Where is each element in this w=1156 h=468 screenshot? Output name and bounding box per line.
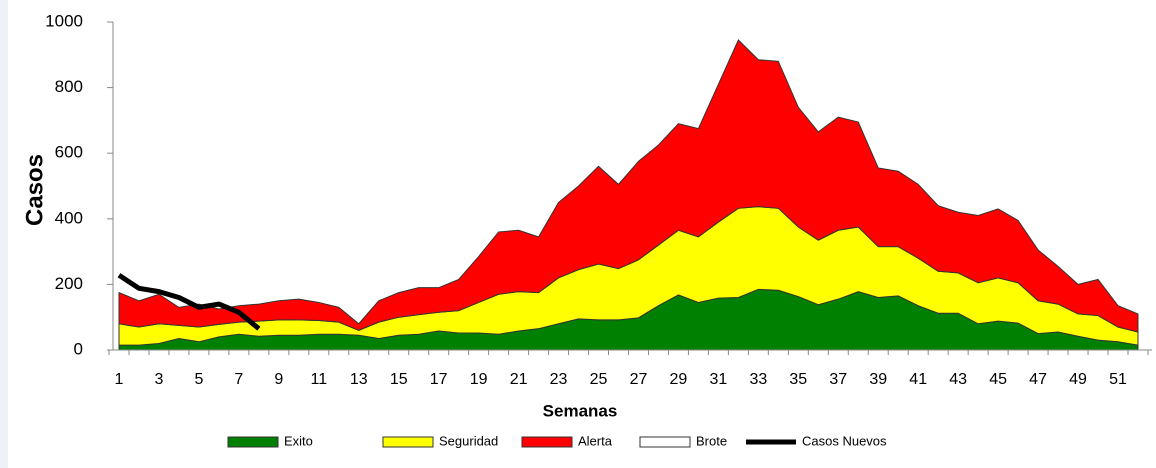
- x-tick-label: 21: [510, 371, 528, 388]
- x-tick-label: 13: [350, 371, 368, 388]
- x-tick-label: 35: [789, 371, 807, 388]
- x-tick-label: 25: [590, 371, 608, 388]
- x-tick-label: 45: [989, 371, 1007, 388]
- legend-swatch: [227, 436, 279, 448]
- y-tick-label: 800: [55, 77, 83, 96]
- x-tick-label: 27: [630, 371, 648, 388]
- x-tick-label: 33: [749, 371, 767, 388]
- x-tick-label: 5: [194, 371, 203, 388]
- legend-label: Alerta: [578, 433, 613, 448]
- legend-label: Exito: [284, 433, 313, 448]
- x-tick-label: 49: [1069, 371, 1087, 388]
- plot-area: [117, 39, 1139, 351]
- x-tick-label: 29: [670, 371, 688, 388]
- x-tick-label: 11: [310, 371, 327, 388]
- area: [118, 39, 1139, 333]
- x-tick-label: 9: [274, 371, 283, 388]
- x-tick-label: 1: [115, 371, 124, 388]
- y-tick-label: 400: [55, 208, 83, 227]
- y-tick-label: 0: [74, 339, 83, 358]
- legend-swatch: [382, 436, 434, 448]
- x-tick-label: 19: [470, 371, 488, 388]
- legend-label: Seguridad: [439, 433, 498, 448]
- x-tick-label: 3: [155, 371, 164, 388]
- x-tick-label: 37: [829, 371, 847, 388]
- legend-swatch: [521, 436, 573, 448]
- y-tick-label: 200: [55, 274, 83, 293]
- x-tick-label: 17: [430, 371, 448, 388]
- line: [117, 273, 261, 331]
- legend: Exito Seguridad Alerta Brote Casos Nuevos: [227, 433, 887, 448]
- x-tick-label: 15: [390, 371, 408, 388]
- x-tick-label: 43: [949, 371, 967, 388]
- y-tick-label: 600: [55, 143, 83, 162]
- x-tick-label: 39: [869, 371, 887, 388]
- legend-label: Casos Nuevos: [802, 433, 887, 448]
- x-tick-label: 51: [1109, 371, 1127, 388]
- legend-label: Brote: [696, 433, 727, 448]
- x-tick-label: 41: [909, 371, 927, 388]
- x-tick-label: 47: [1029, 371, 1047, 388]
- legend-swatch: [639, 436, 691, 448]
- y-axis-label: Casos: [21, 154, 48, 226]
- x-tick-label: 7: [234, 371, 243, 388]
- x-tick-label: 23: [550, 371, 568, 388]
- x-axis-label: Semanas: [543, 401, 618, 420]
- x-tick-label: 31: [710, 371, 728, 388]
- y-tick-label: 1000: [45, 11, 83, 30]
